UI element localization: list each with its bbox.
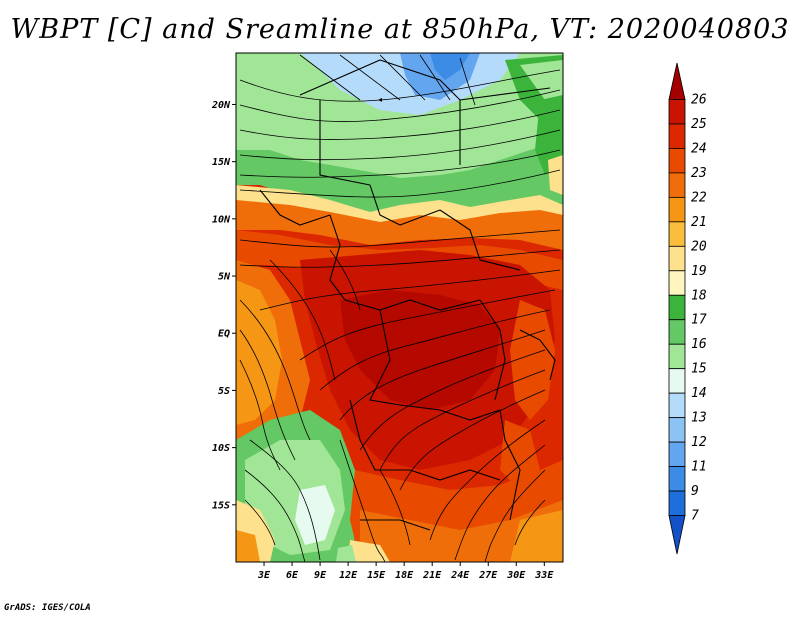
colorbar: 26 25 24 23 22 21 20 19 18 17 16 15 14 13 12 11 9 7	[668, 62, 707, 555]
lat-tick-label: EQ	[218, 329, 230, 340]
lat-tick-label: 5S	[218, 386, 230, 397]
lon-tick-label: 24E	[450, 570, 470, 581]
colorbar-label: 23	[691, 166, 707, 181]
longitude-axis: 3E 6E 9E 12E 15E 18E 21E 24E 27E 30E 33E	[257, 562, 554, 581]
map-frame	[235, 52, 564, 563]
colorbar-swatch	[668, 392, 686, 419]
streamline-group-north	[239, 54, 561, 198]
colorbar-swatch	[668, 270, 686, 296]
lat-tick-label: 10N	[212, 214, 231, 225]
colorbar-label: 9	[691, 484, 699, 499]
colorbar-swatch	[668, 368, 686, 394]
lon-tick-label: 27E	[478, 570, 498, 581]
lon-tick-label: 12E	[339, 570, 358, 581]
colorbar-label: 14	[691, 386, 707, 401]
colorbar-label: 24	[691, 141, 707, 156]
grads-credit: GrADS: IGES/COLA	[4, 603, 91, 613]
colorbar-label: 12	[691, 435, 707, 450]
colorbar-swatch	[668, 417, 686, 443]
colorbar-label: 16	[691, 337, 707, 352]
map-title: WBPT [C] and Sreamline at 850hPa, VT: 20…	[10, 14, 790, 45]
colorbar-swatch	[668, 466, 686, 492]
colorbar-swatch	[668, 490, 686, 516]
colorbar-swatch	[668, 172, 686, 198]
colorbar-swatch	[668, 123, 686, 149]
lon-tick-label: 3E	[257, 570, 271, 581]
lon-tick-label: 33E	[534, 570, 554, 581]
streamlines	[239, 54, 561, 562]
colorbar-swatch	[668, 196, 686, 223]
lat-tick-label: 15N	[212, 157, 231, 168]
colorbar-swatch	[668, 343, 686, 370]
colorbar-swatch	[668, 148, 686, 174]
lon-tick-label: 18E	[395, 570, 414, 581]
colorbar-swatch	[668, 441, 686, 467]
colorbar-label: 21	[691, 215, 707, 230]
lon-tick-label: 21E	[422, 570, 442, 581]
colorbar-label: 15	[691, 362, 707, 377]
colorbar-label: 13	[691, 411, 707, 426]
colorbar-label: 22	[691, 190, 707, 205]
country-borders	[259, 59, 556, 531]
colorbar-label: 25	[691, 117, 707, 132]
lat-tick-label: 10S	[212, 443, 230, 454]
colorbar-label: 20	[691, 239, 707, 254]
colorbar-swatch	[668, 245, 686, 272]
wbpt-field	[236, 53, 563, 562]
colorbar-swatch	[668, 515, 686, 555]
lon-tick-label: 6E	[286, 570, 299, 581]
lat-tick-label: 15S	[212, 500, 230, 511]
colorbar-label: 18	[691, 288, 707, 303]
streamline-group-south	[244, 419, 546, 562]
colorbar-label: 11	[691, 460, 707, 475]
colorbar-label: 7	[691, 509, 699, 524]
lon-tick-label: 15E	[367, 570, 386, 581]
latitude-axis: 20N 15N 10N 5N EQ 5S 10S 15S	[211, 100, 236, 511]
colorbar-label: 26	[691, 92, 707, 107]
colorbar-swatch	[668, 319, 686, 345]
lon-tick-label: 30E	[506, 570, 526, 581]
colorbar-label: 19	[691, 264, 707, 279]
colorbar-swatch	[668, 221, 686, 247]
lon-tick-label: 9E	[314, 570, 327, 581]
colorbar-swatch	[668, 62, 686, 100]
colorbar-label: 17	[691, 313, 707, 328]
lat-tick-label: 20N	[211, 100, 231, 111]
streamline-group-central	[239, 229, 561, 491]
lat-tick-label: 5N	[218, 272, 231, 283]
colorbar-swatch	[668, 99, 686, 125]
colorbar-swatch	[668, 294, 686, 321]
